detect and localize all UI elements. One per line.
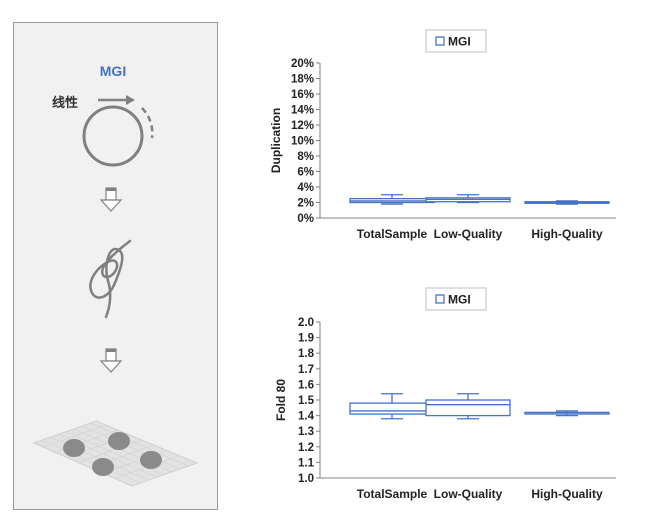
y-tick-label: 8% [297, 151, 314, 163]
chart-group-2: MGI 1.0 1.1 1.2 1.3 1.4 1.5 1.6 1.7 1.8 1.9 2.0 Fold… [274, 287, 616, 501]
legend: MGI [425, 287, 487, 311]
y-tick-label: 6% [297, 167, 314, 179]
dnb-blob-icon [63, 439, 85, 457]
y-tick-label: 1.4 [298, 411, 315, 423]
rotation-arrow-head-icon [126, 95, 135, 105]
box [425, 399, 511, 417]
y-tick-label: 1.5 [298, 395, 315, 407]
box-plot-low-quality [425, 393, 511, 420]
y-tick-label: 1.1 [298, 457, 315, 469]
box-plot-high-quality [524, 410, 610, 417]
y-axis-label: Duplication [269, 108, 283, 173]
dnb-blob-icon [140, 451, 162, 469]
x-category-label: Low-Quality [434, 487, 503, 501]
y-axis-label: Fold 80 [274, 379, 288, 421]
legend: MGI [425, 29, 487, 53]
box-plot-totalsample [349, 194, 435, 205]
y-tick-label: 0% [297, 213, 314, 225]
y-tick-label: 1.8 [298, 348, 315, 360]
y-tick-label: 1.7 [298, 364, 314, 376]
y-tick-label: 16% [291, 89, 314, 101]
box [524, 411, 610, 415]
legend-label: MGI [448, 293, 471, 307]
x-category-label: High-Quality [531, 487, 603, 501]
box [349, 402, 435, 415]
y-tick-label: 14% [291, 105, 314, 117]
x-category-label: TotalSample [357, 487, 428, 501]
y-tick-label: 1.0 [298, 473, 314, 485]
flowcell-mesh-icon [32, 420, 199, 487]
legend-frame [425, 29, 487, 53]
chart-group-1: MGI 0% 2% 4% 6% 8% 10% 12% 14% 16% 18% 20% Duplicati… [269, 29, 616, 241]
y-tick-label: 1.6 [298, 379, 314, 391]
y-tick-label: 10% [291, 136, 314, 148]
box [524, 201, 610, 204]
illustration-canvas: MGI 线性 [32, 63, 199, 487]
down-arrow-icon [99, 348, 123, 373]
y-tick-label: 4% [297, 182, 314, 194]
brand-label: MGI [100, 63, 126, 79]
x-category-label: Low-Quality [434, 227, 503, 241]
coiled-dna-icon [89, 239, 132, 319]
box-plot-low-quality [425, 194, 511, 204]
legend-frame [425, 287, 487, 311]
dashed-arc-icon [141, 107, 154, 139]
illustration-panel: MGI 线性 [13, 22, 218, 510]
dnb-blob-icon [92, 458, 114, 476]
y-tick-label: 18% [291, 74, 314, 86]
y-tick-label: 1.9 [298, 333, 314, 345]
circular-dna-icon [82, 105, 144, 167]
dnb-blob-icon [108, 432, 130, 450]
box [425, 197, 511, 203]
y-tick-label: 1.3 [298, 426, 314, 438]
box-plot-totalsample [349, 393, 435, 420]
x-category-label: High-Quality [531, 227, 603, 241]
y-tick-label: 2% [297, 198, 314, 210]
y-tick-label: 20% [291, 58, 314, 70]
legend-swatch [435, 294, 445, 304]
legend-label: MGI [448, 35, 471, 49]
box [349, 197, 435, 204]
box-plot-high-quality [524, 200, 610, 205]
down-arrow-icon [99, 187, 123, 212]
legend-swatch [435, 36, 445, 46]
y-tick-label: 1.2 [298, 442, 314, 454]
linear-label: 线性 [52, 95, 78, 110]
x-category-label: TotalSample [357, 227, 428, 241]
y-tick-label: 2.0 [298, 317, 314, 329]
y-tick-label: 12% [291, 120, 314, 132]
